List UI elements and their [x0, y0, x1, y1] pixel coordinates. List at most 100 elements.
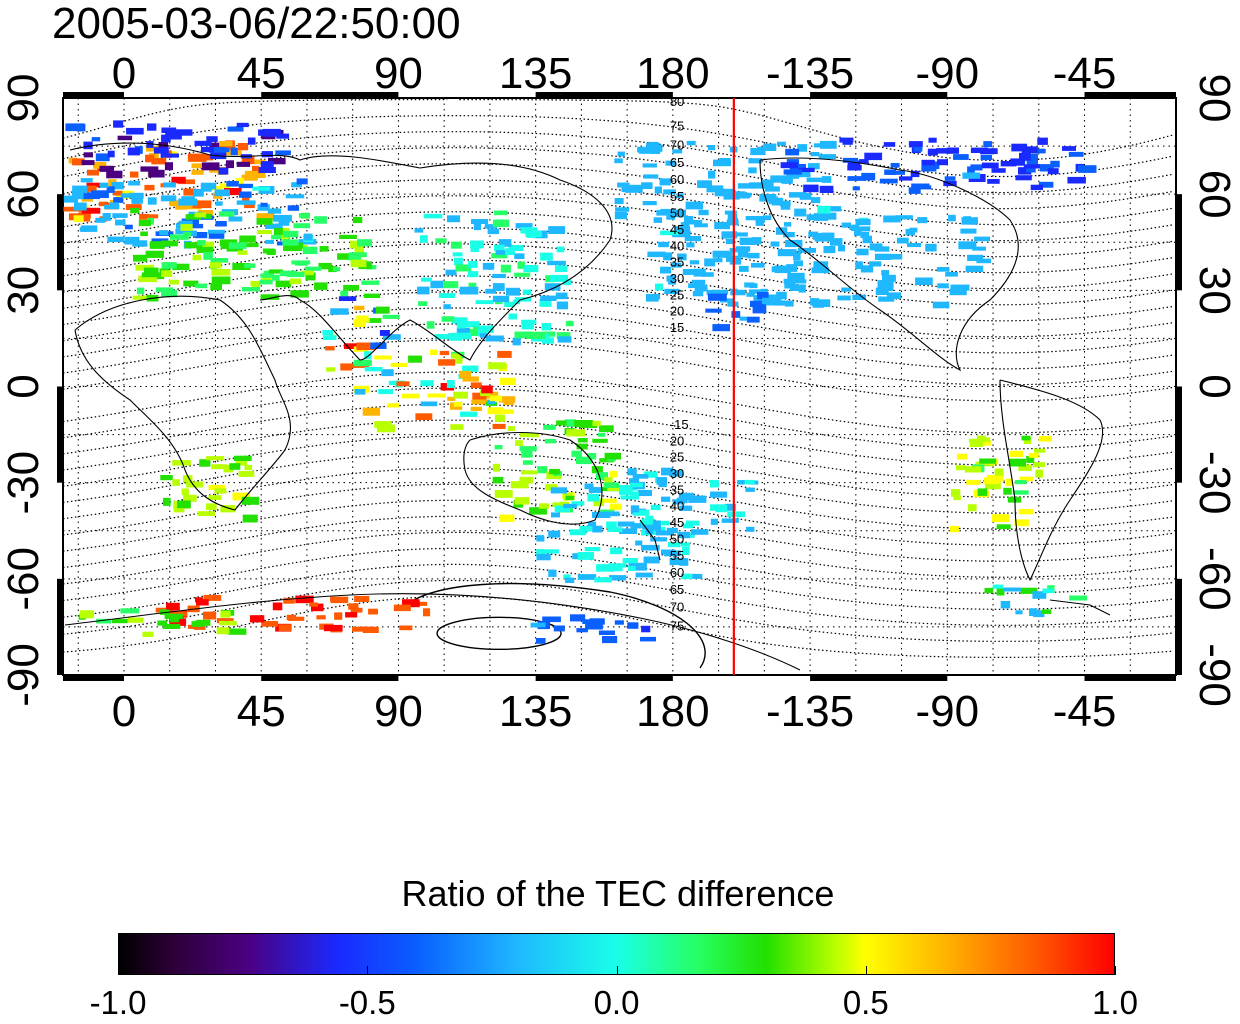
tec-cell	[896, 237, 909, 244]
tec-cell	[949, 288, 967, 296]
tec-cell	[445, 269, 457, 276]
tec-cell	[1042, 588, 1055, 594]
tec-cell	[713, 159, 731, 167]
tec-cell	[1014, 480, 1027, 485]
tec-cell	[808, 163, 820, 170]
right-latitude-label: -90	[1190, 643, 1239, 707]
tec-cell	[244, 203, 255, 209]
tec-cell	[172, 263, 190, 271]
top-longitude-label: 90	[374, 49, 423, 98]
magnetic-latitude-contour	[62, 291, 1174, 354]
frame-bar-bottom	[1084, 675, 1176, 681]
frame-bar-right	[1176, 578, 1182, 675]
tec-cell	[793, 252, 801, 261]
tec-cell	[498, 239, 512, 247]
tec-cell	[907, 243, 921, 248]
tec-cell	[197, 511, 215, 516]
tec-cell	[95, 217, 106, 223]
tec-cell	[977, 437, 991, 443]
tec-cell	[492, 423, 506, 429]
tec-cell	[777, 249, 797, 257]
tec-cell	[927, 148, 938, 156]
tec-cell	[683, 523, 693, 529]
magnetic-latitude-label: 35	[670, 255, 684, 270]
tec-cell	[208, 495, 222, 500]
tec-cell	[953, 154, 969, 160]
tec-cell	[562, 279, 571, 286]
tec-cell	[585, 623, 603, 630]
tec-cell	[194, 212, 206, 218]
tec-cell	[881, 270, 890, 276]
tec-cell	[276, 133, 290, 139]
tec-cell	[418, 301, 428, 306]
tec-cell	[1009, 450, 1024, 458]
tec-cell	[79, 610, 94, 619]
tec-cell	[895, 215, 913, 220]
magnetic-latitude-label: -15	[670, 417, 689, 432]
tec-cell	[777, 141, 786, 146]
tec-cell	[184, 242, 203, 249]
tec-cell	[682, 269, 702, 275]
tec-cell	[207, 229, 225, 234]
tec-cell	[727, 511, 746, 518]
left-latitude-label: -90	[0, 643, 48, 707]
coastline	[639, 519, 661, 561]
tec-cell	[748, 158, 763, 164]
tec-cell	[810, 152, 820, 157]
tec-cell	[837, 295, 851, 301]
magnetic-latitude-contour	[62, 387, 1174, 450]
tec-cell	[441, 316, 455, 322]
tec-cell	[745, 216, 764, 221]
tec-cell	[724, 503, 736, 511]
tec-cell	[517, 261, 526, 269]
tec-cell	[565, 495, 575, 500]
tec-cell	[120, 193, 135, 198]
tec-cell	[278, 221, 290, 226]
tec-cell	[676, 497, 688, 504]
tec-cell	[975, 461, 995, 467]
tec-cell	[794, 208, 807, 217]
tec-cell	[226, 181, 239, 187]
tec-cell	[698, 209, 709, 216]
tec-cell	[214, 189, 230, 197]
tec-cell	[210, 258, 229, 263]
tec-cell	[666, 214, 676, 220]
tec-cell	[285, 194, 305, 199]
frame-bar-left	[57, 386, 63, 483]
tec-cell	[472, 392, 487, 400]
tec-cell	[659, 520, 670, 526]
tec-cell	[537, 466, 548, 474]
tec-cell	[550, 274, 568, 282]
tec-cell	[302, 246, 318, 255]
tec-cell	[1018, 167, 1032, 175]
tec-cell	[162, 623, 181, 629]
tec-cell	[519, 446, 537, 452]
tec-cell	[1026, 158, 1038, 166]
tec-cell	[693, 268, 706, 277]
tec-cell	[339, 234, 357, 239]
tec-cell	[527, 233, 537, 238]
colorbar-tick-mark	[1115, 966, 1116, 975]
tec-cell	[1003, 587, 1021, 592]
tec-cell	[564, 419, 576, 427]
bottom-longitude-label: 0	[112, 687, 136, 736]
tec-cell	[731, 311, 741, 318]
tec-cell	[526, 331, 546, 339]
tec-cell	[710, 518, 718, 525]
tec-cell	[74, 202, 87, 211]
tec-cell	[136, 287, 145, 295]
tec-cell	[913, 146, 923, 152]
tec-cell	[353, 359, 372, 367]
magnetic-latitude-label: 50	[670, 205, 684, 220]
tec-cell	[606, 521, 617, 528]
tec-cell	[205, 611, 215, 617]
tec-cell	[810, 197, 821, 204]
tec-cell	[541, 549, 559, 554]
tec-cell	[470, 406, 482, 411]
tec-cell	[498, 396, 516, 403]
tec-cell	[244, 170, 258, 178]
tec-cell	[78, 212, 91, 219]
tec-cell	[130, 208, 140, 214]
tec-cell	[141, 272, 158, 278]
tec-cell	[1021, 146, 1038, 154]
